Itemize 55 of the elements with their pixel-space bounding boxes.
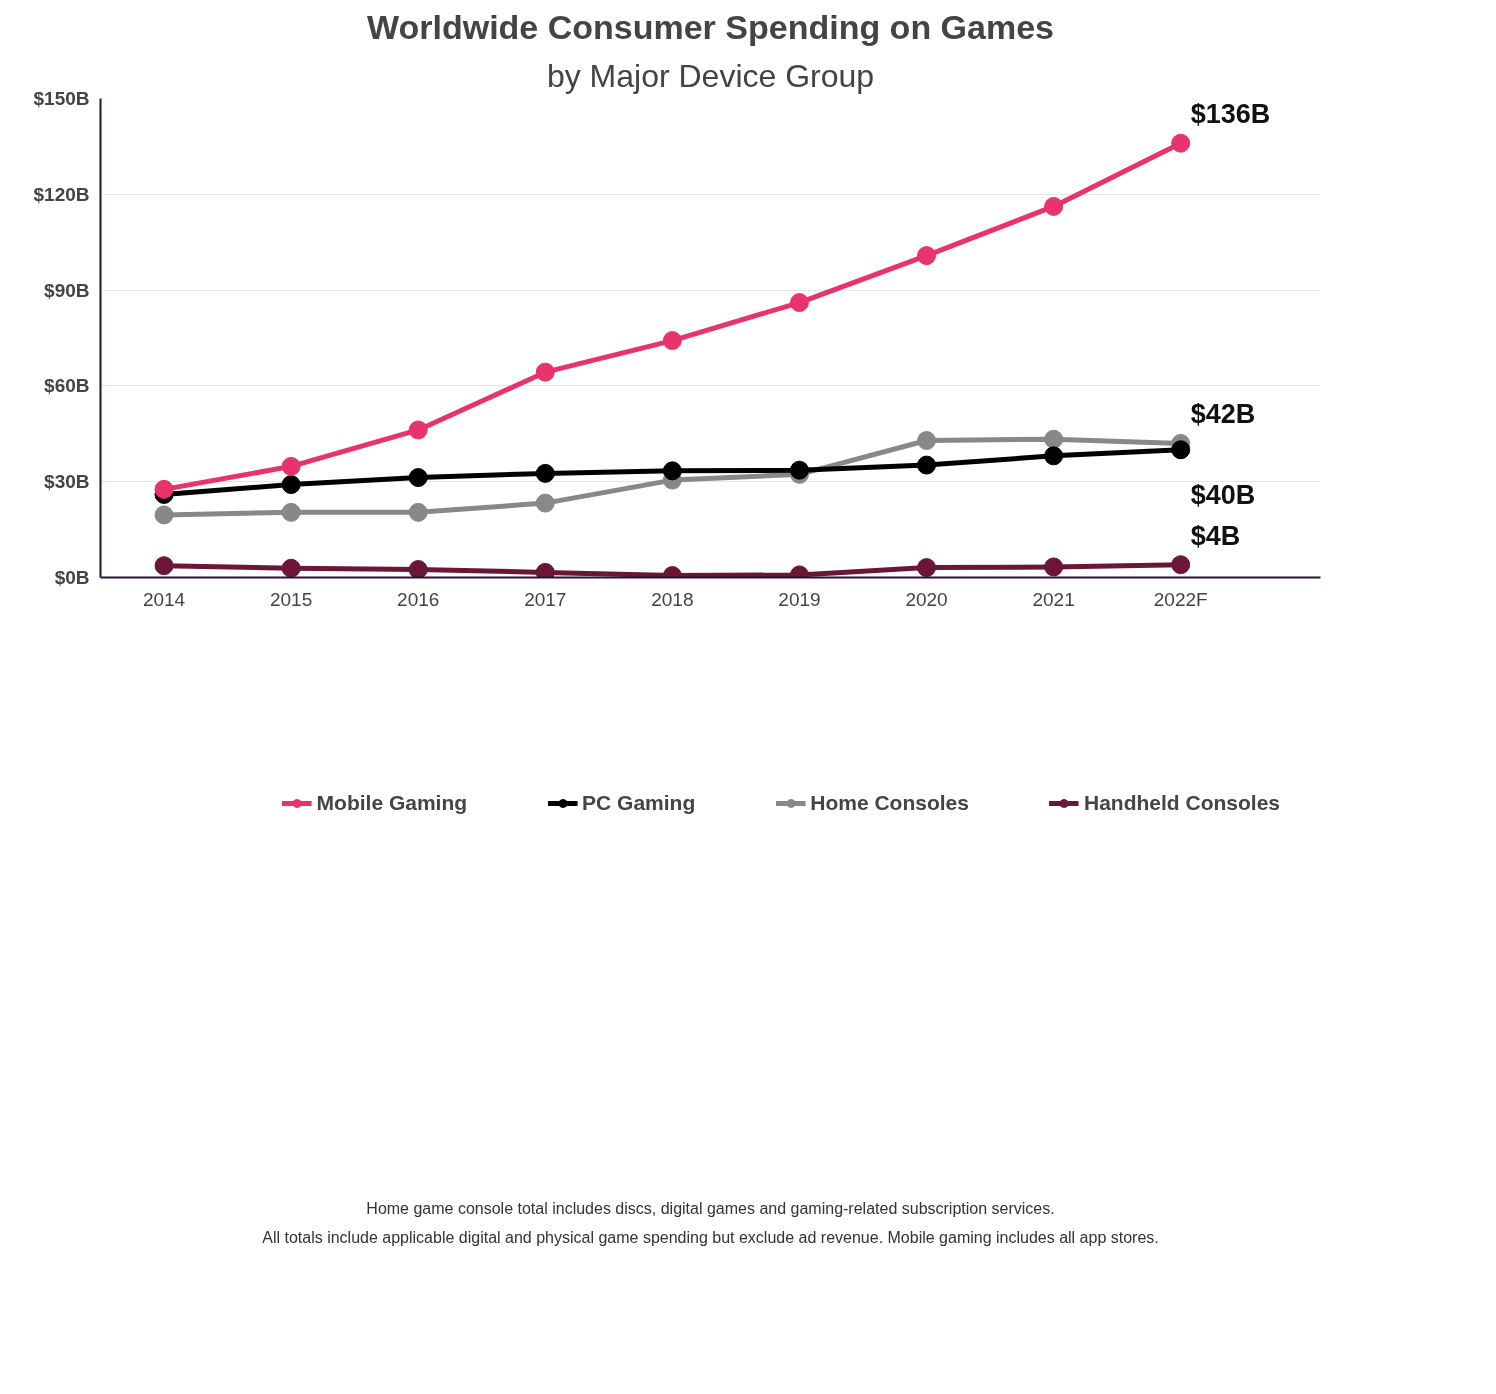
- point: [408, 560, 428, 578]
- y-tick-label: $0B: [54, 567, 90, 588]
- point: [154, 556, 174, 576]
- point: [1044, 196, 1064, 216]
- y-tick-label: $30B: [44, 471, 90, 493]
- x-tick-label: 2022F: [1153, 588, 1208, 610]
- point: [917, 431, 937, 450]
- y-tick-label: $150B: [33, 88, 90, 109]
- point: [662, 461, 682, 481]
- point: [917, 455, 937, 475]
- x-tick-label: 2018: [651, 588, 694, 610]
- point: [1171, 133, 1191, 153]
- point: [917, 246, 937, 266]
- point: [789, 293, 809, 313]
- y-tick-label: $120B: [33, 183, 90, 205]
- chart-subtitle: by Major Device Group: [546, 57, 875, 94]
- x-tick-label: 2015: [269, 588, 313, 610]
- point: [1044, 429, 1064, 449]
- y-tick-label: $60B: [44, 375, 90, 397]
- point: [281, 502, 301, 522]
- legend-label: Mobile Gaming: [316, 791, 468, 815]
- x-tick-label: 2021: [1032, 588, 1075, 610]
- point: [917, 558, 937, 578]
- x-tick-label: 2020: [905, 588, 948, 610]
- point: [154, 505, 174, 525]
- point: [535, 493, 555, 513]
- data-label: $40B: [1190, 479, 1256, 510]
- point: [281, 475, 301, 495]
- point: [281, 456, 301, 476]
- legend-label: Home Consoles: [810, 791, 969, 815]
- point: [1171, 440, 1191, 460]
- point: [662, 331, 682, 351]
- point: [535, 362, 555, 382]
- point: [408, 420, 428, 440]
- point: [535, 463, 555, 483]
- data-label: $136B: [1190, 99, 1271, 130]
- point: [1044, 446, 1064, 466]
- point: [408, 502, 428, 522]
- point: [1044, 557, 1064, 577]
- point: [154, 479, 174, 499]
- text: All totals include applicable digital and physical game spending but exclude ad revenue. Mobile gaming includes all app stores.: [262, 1228, 1159, 1246]
- chart-title: Worldwide Consumer Spending on Games: [367, 7, 1055, 46]
- point: [408, 468, 428, 488]
- point: [281, 558, 301, 578]
- point: [1171, 555, 1191, 575]
- x-tick-label: 2016: [397, 588, 440, 610]
- x-tick-label: 2017: [524, 588, 567, 610]
- data-label: $42B: [1190, 399, 1256, 430]
- y-tick-label: $90B: [44, 279, 90, 301]
- text: Home game console total includes discs, digital games and gaming-related subscription services.: [366, 1199, 1055, 1217]
- x-tick-label: 2014: [142, 588, 186, 610]
- legend-label: PC Gaming: [582, 791, 696, 815]
- x-tick-label: 2019: [778, 588, 821, 610]
- data-label: $4B: [1190, 520, 1241, 551]
- legend-label: Handheld Consoles: [1083, 791, 1280, 815]
